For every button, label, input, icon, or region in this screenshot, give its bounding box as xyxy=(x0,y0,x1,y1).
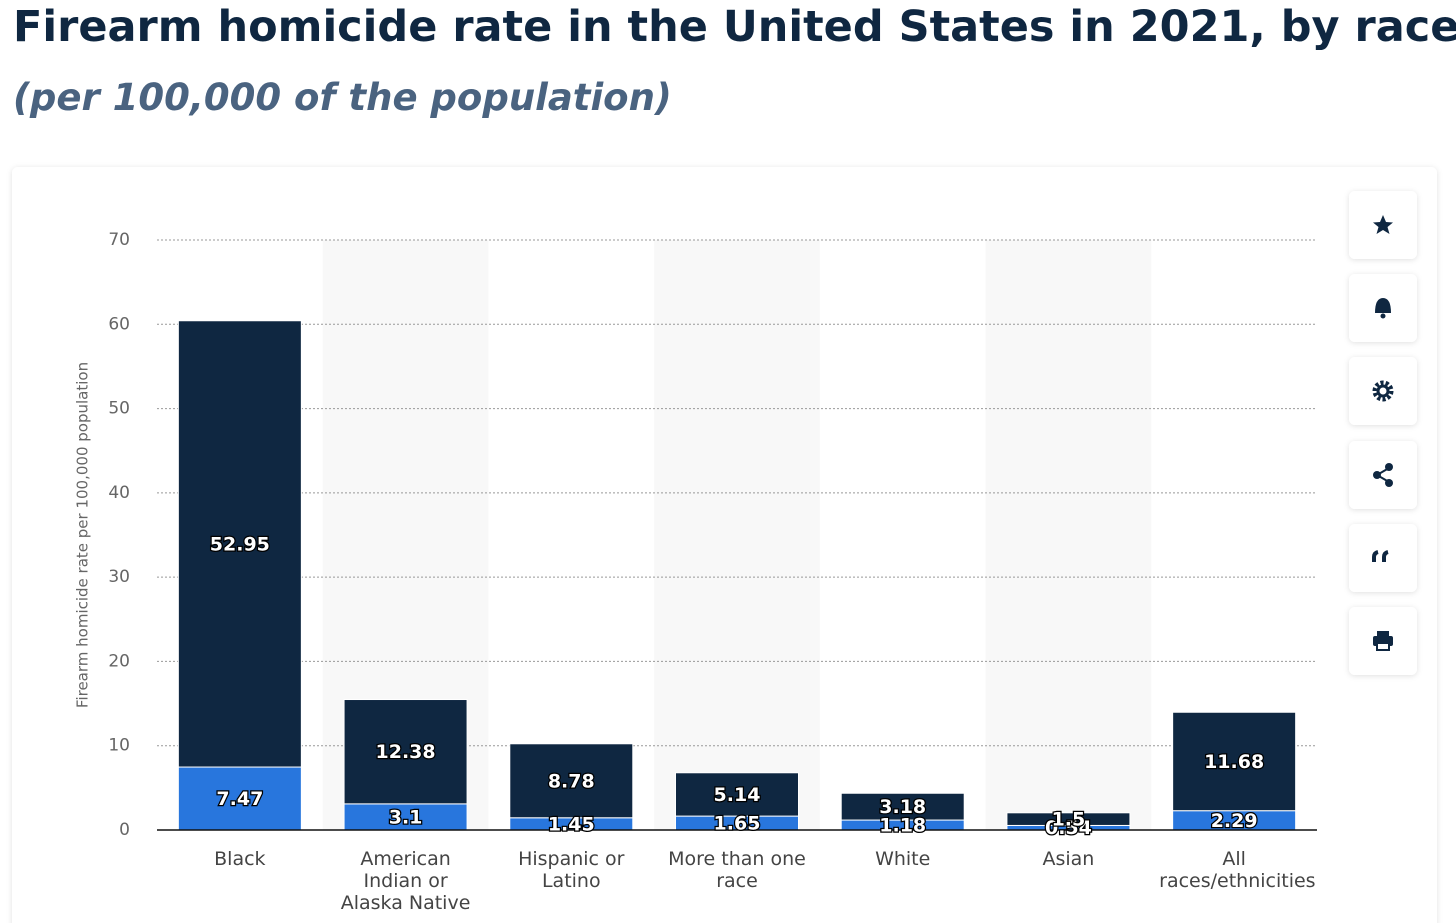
y-tick-label: 30 xyxy=(108,567,130,587)
band-background xyxy=(985,240,1152,830)
bar-segment xyxy=(675,772,799,817)
data-label: 3.1 xyxy=(389,806,423,828)
band-background xyxy=(654,240,820,830)
data-label: 1.18 xyxy=(879,815,926,837)
data-label: 7.47 xyxy=(216,788,263,810)
data-label: 8.78 xyxy=(548,770,595,792)
toolbar xyxy=(1349,191,1417,675)
x-tick-label: American Indian or Alaska Native xyxy=(340,848,471,914)
x-tick-label: White xyxy=(875,848,931,870)
bar-segment xyxy=(343,699,468,805)
bar-segment xyxy=(1006,812,1131,826)
y-tick-label: 0 xyxy=(119,820,130,840)
y-tick-label: 40 xyxy=(108,483,130,503)
data-label: 1.65 xyxy=(714,813,761,835)
page-title: Firearm homicide rate in the United Stat… xyxy=(13,2,1456,52)
page-subtitle: (per 100,000 of the population) xyxy=(13,76,672,119)
print-button[interactable] xyxy=(1349,607,1417,675)
data-label: 11.68 xyxy=(1204,751,1264,773)
alert-button[interactable] xyxy=(1349,274,1417,342)
bar-segment xyxy=(1172,711,1297,812)
x-tick-label: More than one race xyxy=(668,848,806,892)
cite-button[interactable] xyxy=(1349,524,1417,592)
x-tick-label: Asian xyxy=(1042,848,1095,870)
bar-segment xyxy=(840,792,965,821)
data-label: 52.95 xyxy=(210,533,270,555)
share-button[interactable] xyxy=(1349,441,1417,509)
data-label: 0.54 xyxy=(1045,817,1092,839)
favorite-button[interactable] xyxy=(1349,191,1417,259)
y-tick-label: 10 xyxy=(108,736,130,756)
x-tick-label: All races/ethnicities xyxy=(1159,848,1316,892)
data-label: 1.5 xyxy=(1052,809,1086,831)
data-label: 12.38 xyxy=(376,741,436,763)
x-tick-label: Hispanic or Latino xyxy=(518,848,625,892)
y-tick-label: 60 xyxy=(108,314,130,334)
x-tick-label: Black xyxy=(214,848,266,870)
y-tick-label: 50 xyxy=(108,399,130,419)
y-tick-label: 20 xyxy=(108,651,130,671)
data-label: 1.45 xyxy=(548,813,595,835)
settings-button[interactable] xyxy=(1349,357,1417,425)
y-tick-label: 70 xyxy=(108,230,130,250)
y-axis-label: Firearm homicide rate per 100,000 popula… xyxy=(74,362,92,708)
data-label: 2.29 xyxy=(1211,810,1258,832)
bar-segment xyxy=(177,320,302,768)
data-label: 3.18 xyxy=(879,796,926,818)
data-label: 5.14 xyxy=(714,784,761,806)
plot-area: 0 10 20 30 40 50 60 70 7.47 52.95 3.1 12.38 1.45 8.78… xyxy=(108,230,1317,840)
bar-segment xyxy=(509,743,634,819)
